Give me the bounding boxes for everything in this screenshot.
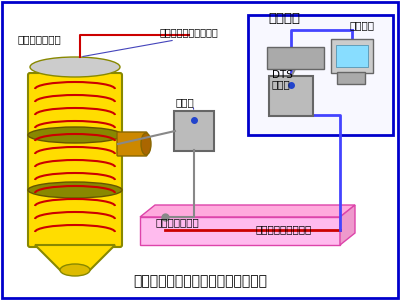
Text: 計測器室: 計測器室: [268, 12, 300, 25]
Text: ケーブルダクト: ケーブルダクト: [155, 217, 199, 227]
FancyBboxPatch shape: [267, 47, 324, 69]
Ellipse shape: [28, 127, 122, 143]
FancyBboxPatch shape: [269, 76, 313, 116]
FancyBboxPatch shape: [174, 111, 214, 151]
Text: DTS: DTS: [272, 70, 293, 80]
Text: 温度測定エリア: 温度測定エリア: [18, 34, 62, 44]
Text: ホットスポット監視システムの構成: ホットスポット監視システムの構成: [133, 274, 267, 288]
Text: パソコン: パソコン: [350, 20, 375, 30]
Bar: [337, 72, 365, 84]
Bar: [248, 15, 393, 135]
Text: 温度測定用光ファイバ: 温度測定用光ファイバ: [160, 27, 219, 37]
Ellipse shape: [30, 57, 120, 77]
Polygon shape: [35, 245, 115, 270]
Polygon shape: [340, 205, 355, 245]
Text: 光ファイバケーブル: 光ファイバケーブル: [255, 224, 311, 234]
FancyBboxPatch shape: [28, 73, 122, 247]
Text: 成端箱: 成端箱: [176, 97, 195, 107]
Bar: [140, 217, 340, 245]
FancyBboxPatch shape: [117, 132, 147, 156]
Text: 成端箱: 成端箱: [272, 79, 291, 89]
Polygon shape: [140, 205, 355, 217]
Bar: [336, 45, 368, 67]
Ellipse shape: [60, 264, 90, 276]
Ellipse shape: [141, 133, 151, 155]
FancyBboxPatch shape: [331, 39, 373, 73]
Ellipse shape: [28, 182, 122, 198]
